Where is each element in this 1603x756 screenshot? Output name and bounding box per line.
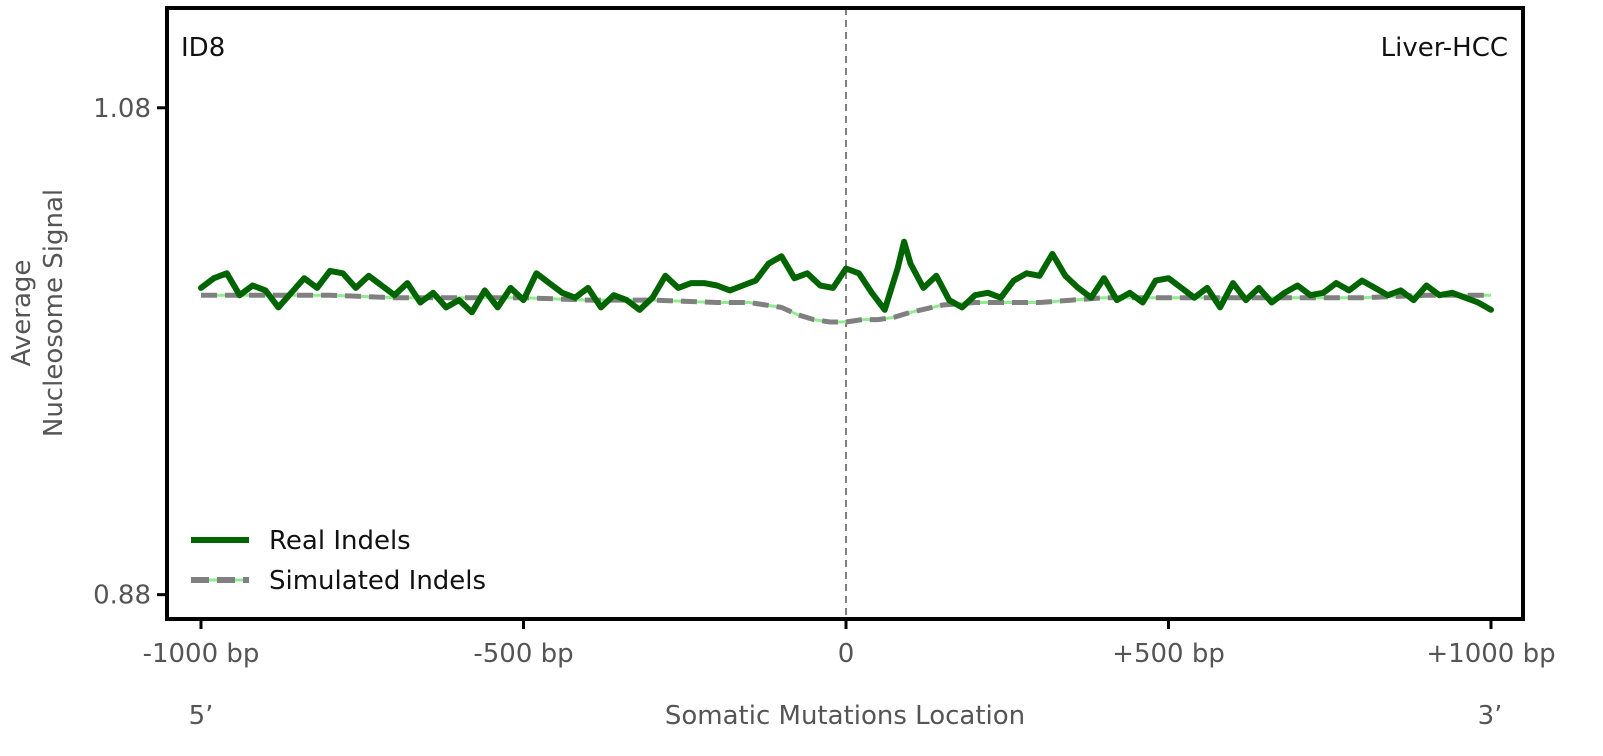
- series-layer: [198, 238, 1494, 325]
- end-label-left: 5’: [189, 701, 214, 731]
- y-tick-label: 0.88: [93, 581, 151, 611]
- panel-label-left: ID8: [181, 33, 225, 63]
- x-tick-label: -1000 bp: [143, 639, 260, 669]
- legend-label-simulated-indels: Simulated Indels: [269, 566, 486, 596]
- x-tick-label: +1000 bp: [1426, 639, 1555, 669]
- legend-label-real-indels: Real Indels: [269, 526, 411, 556]
- legend: Real Indels Simulated Indels: [191, 526, 486, 596]
- x-tick-label: -500 bp: [473, 639, 573, 669]
- x-tick-label: +500 bp: [1112, 639, 1225, 669]
- y-axis-ticks: 1.08 0.88: [93, 94, 167, 611]
- panel-label-right: Liver-HCC: [1381, 33, 1508, 63]
- y-axis-title-line1: Average: [7, 260, 37, 367]
- x-axis-ticks: -1000 bp -500 bp 0 +500 bp +1000 bp: [143, 619, 1556, 669]
- x-axis-title: Somatic Mutations Location: [665, 701, 1025, 731]
- x-tick-label: 0: [838, 639, 855, 669]
- plot-area: [198, 8, 1494, 619]
- y-axis-title-line2: Nucleosome Signal: [39, 189, 69, 437]
- y-tick-label: 1.08: [93, 94, 151, 124]
- series-line-real-indels: [198, 238, 1494, 316]
- end-label-right: 3’: [1478, 701, 1503, 731]
